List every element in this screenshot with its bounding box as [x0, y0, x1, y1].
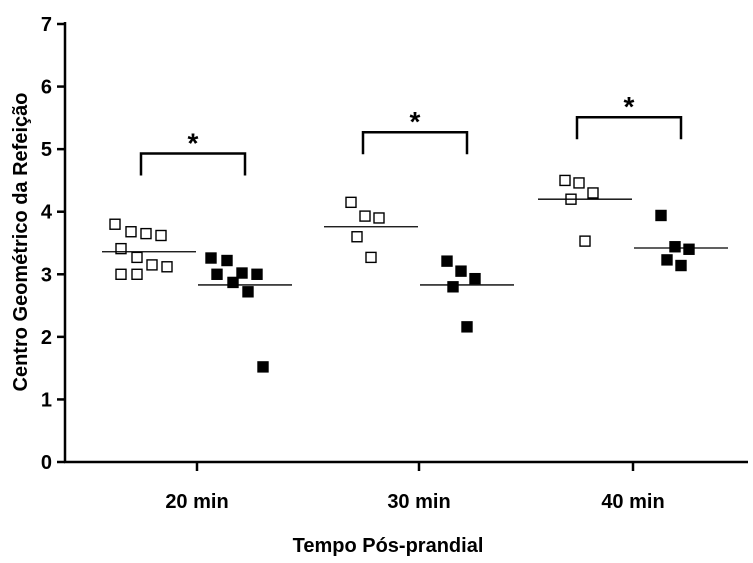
open-square-point [131, 268, 143, 280]
filled-square-point [655, 209, 667, 222]
open-square-point [559, 174, 571, 187]
y-axis-title: Centro Geométrico da Refeição [10, 93, 32, 392]
significance-bracket [361, 130, 469, 155]
y-tick-label: 2 [41, 327, 52, 349]
y-tick-label: 6 [41, 77, 52, 99]
open-square-point [345, 196, 357, 209]
open-square-point [109, 218, 121, 230]
filled-square-point [236, 267, 248, 279]
filled-square-point [257, 361, 269, 373]
x-tick-label: 20 min [165, 491, 228, 513]
open-square-point [140, 227, 152, 240]
y-tick-label: 1 [41, 389, 52, 411]
significance-bracket [575, 115, 683, 140]
filled-square-point [455, 265, 467, 277]
open-square-point [131, 251, 143, 264]
y-tick-label: 7 [41, 14, 52, 36]
y-tick-label: 0 [41, 452, 52, 474]
significance-star: * [410, 106, 421, 137]
x-tick-label: 30 min [387, 491, 450, 513]
filled-square-point [683, 243, 695, 255]
filled-square-point [227, 276, 239, 289]
open-square-point [155, 229, 167, 242]
open-square-point [587, 187, 599, 199]
significance-star: * [624, 91, 635, 122]
x-axis-title: Tempo Pós-prandial [293, 535, 484, 557]
open-square-point [146, 259, 158, 271]
significance-star: * [188, 128, 199, 159]
filled-square-point [441, 255, 453, 267]
y-tick-label: 3 [41, 264, 52, 286]
filled-square-point [221, 254, 233, 267]
filled-square-point [661, 254, 673, 266]
x-ticks: 20 min 30 min 40 min [165, 462, 665, 513]
filled-square-point [205, 252, 217, 264]
filled-square-point [242, 286, 254, 298]
filled-square-point [251, 268, 263, 280]
open-square-point [365, 251, 377, 264]
y-tick-label: 5 [41, 139, 52, 161]
filled-square-point [675, 259, 687, 272]
open-square-point [351, 231, 363, 243]
filled-square-point [469, 272, 481, 285]
y-tick-label: 4 [41, 202, 53, 224]
median-lines [102, 198, 728, 286]
y-ticks: 0 1 2 3 4 5 6 7 [41, 14, 65, 474]
open-square-point [115, 268, 127, 280]
open-square-point [359, 210, 371, 222]
filled-square-point [447, 281, 459, 293]
filled-square-point [461, 321, 473, 333]
open-square-point [573, 177, 585, 189]
data-points [109, 174, 695, 373]
open-square-point [373, 212, 385, 224]
open-square-point [579, 235, 591, 247]
x-tick-label: 40 min [601, 491, 664, 513]
significance-brackets: * * * [139, 91, 683, 176]
filled-square-point [669, 241, 681, 253]
open-square-point [125, 226, 137, 238]
filled-square-point [211, 268, 223, 280]
open-square-point [161, 261, 173, 273]
significance-bracket [139, 152, 247, 176]
open-square-point [115, 242, 127, 255]
